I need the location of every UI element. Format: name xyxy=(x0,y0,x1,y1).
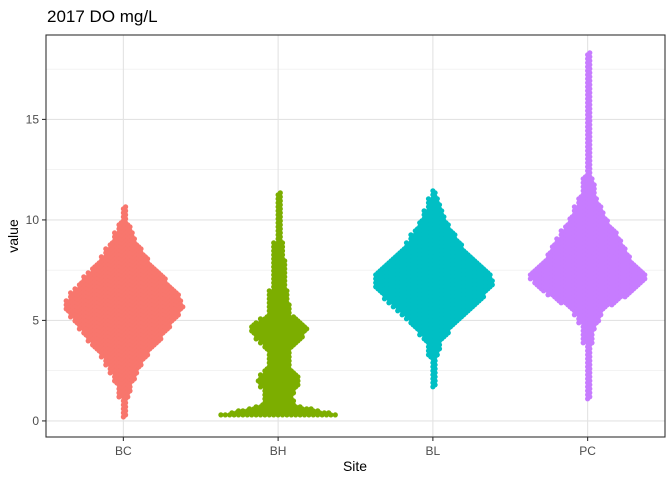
x-tick-label: PC xyxy=(579,444,596,458)
swarm-point xyxy=(558,228,564,234)
swarm-point xyxy=(326,410,332,416)
swarm-point xyxy=(257,372,264,378)
swarm-point xyxy=(253,404,259,410)
y-tick-label: 5 xyxy=(32,313,39,327)
x-tick-label: BC xyxy=(115,444,132,458)
swarm-bc xyxy=(63,204,186,420)
swarm-point xyxy=(253,320,259,326)
x-tick-label: BL xyxy=(426,444,441,458)
y-axis: 0 5 10 15 xyxy=(26,112,46,428)
swarm-point xyxy=(112,230,118,236)
y-tick-label: 10 xyxy=(26,213,40,227)
swarm-point xyxy=(315,408,321,414)
x-tick-label: BH xyxy=(270,444,287,458)
swarm-point xyxy=(240,408,246,414)
swarm-point xyxy=(81,274,87,280)
swarm-point xyxy=(68,290,74,296)
swarm-point xyxy=(430,188,436,194)
swarm-point xyxy=(222,412,228,418)
swarm-point xyxy=(246,406,253,412)
swarm-point xyxy=(554,236,560,242)
y-tick-label: 0 xyxy=(32,414,39,428)
x-axis: BC BH BL PC xyxy=(115,437,596,458)
swarm-point xyxy=(266,288,272,294)
swarm-point xyxy=(218,412,224,418)
y-axis-label: value xyxy=(5,219,21,253)
swarm-point xyxy=(587,50,593,56)
swarm-bh xyxy=(218,190,338,418)
swarm-point xyxy=(408,232,414,238)
chart-title: 2017 DO mg/L xyxy=(47,7,158,26)
swarm-point xyxy=(571,204,578,210)
swarm-point xyxy=(103,246,109,252)
swarm-point xyxy=(290,314,297,320)
swarm-point xyxy=(308,406,314,412)
plot-border xyxy=(45,34,666,438)
swarm-point xyxy=(229,410,235,416)
swarm-point xyxy=(98,254,104,260)
swarm-pc xyxy=(527,50,648,402)
x-axis-label: Site xyxy=(343,458,367,474)
swarm-point xyxy=(271,240,277,246)
swarm-point xyxy=(277,190,283,196)
y-tick-label: 15 xyxy=(26,112,40,126)
swarm-point xyxy=(235,408,242,414)
swarm-point xyxy=(257,316,264,322)
swarm-point xyxy=(304,406,310,412)
swarm-point xyxy=(403,240,410,246)
swarm-bl xyxy=(373,188,495,390)
swarm-point xyxy=(421,208,427,214)
swarm-point xyxy=(297,404,303,410)
swarm-point xyxy=(123,204,129,210)
swarm-point xyxy=(63,298,69,304)
swarm-point xyxy=(72,286,78,292)
swarm-point xyxy=(425,196,432,202)
swarm-point xyxy=(85,270,91,276)
swarm-point xyxy=(321,410,327,416)
swarm-point xyxy=(332,412,338,418)
swarm-layer xyxy=(63,50,648,420)
